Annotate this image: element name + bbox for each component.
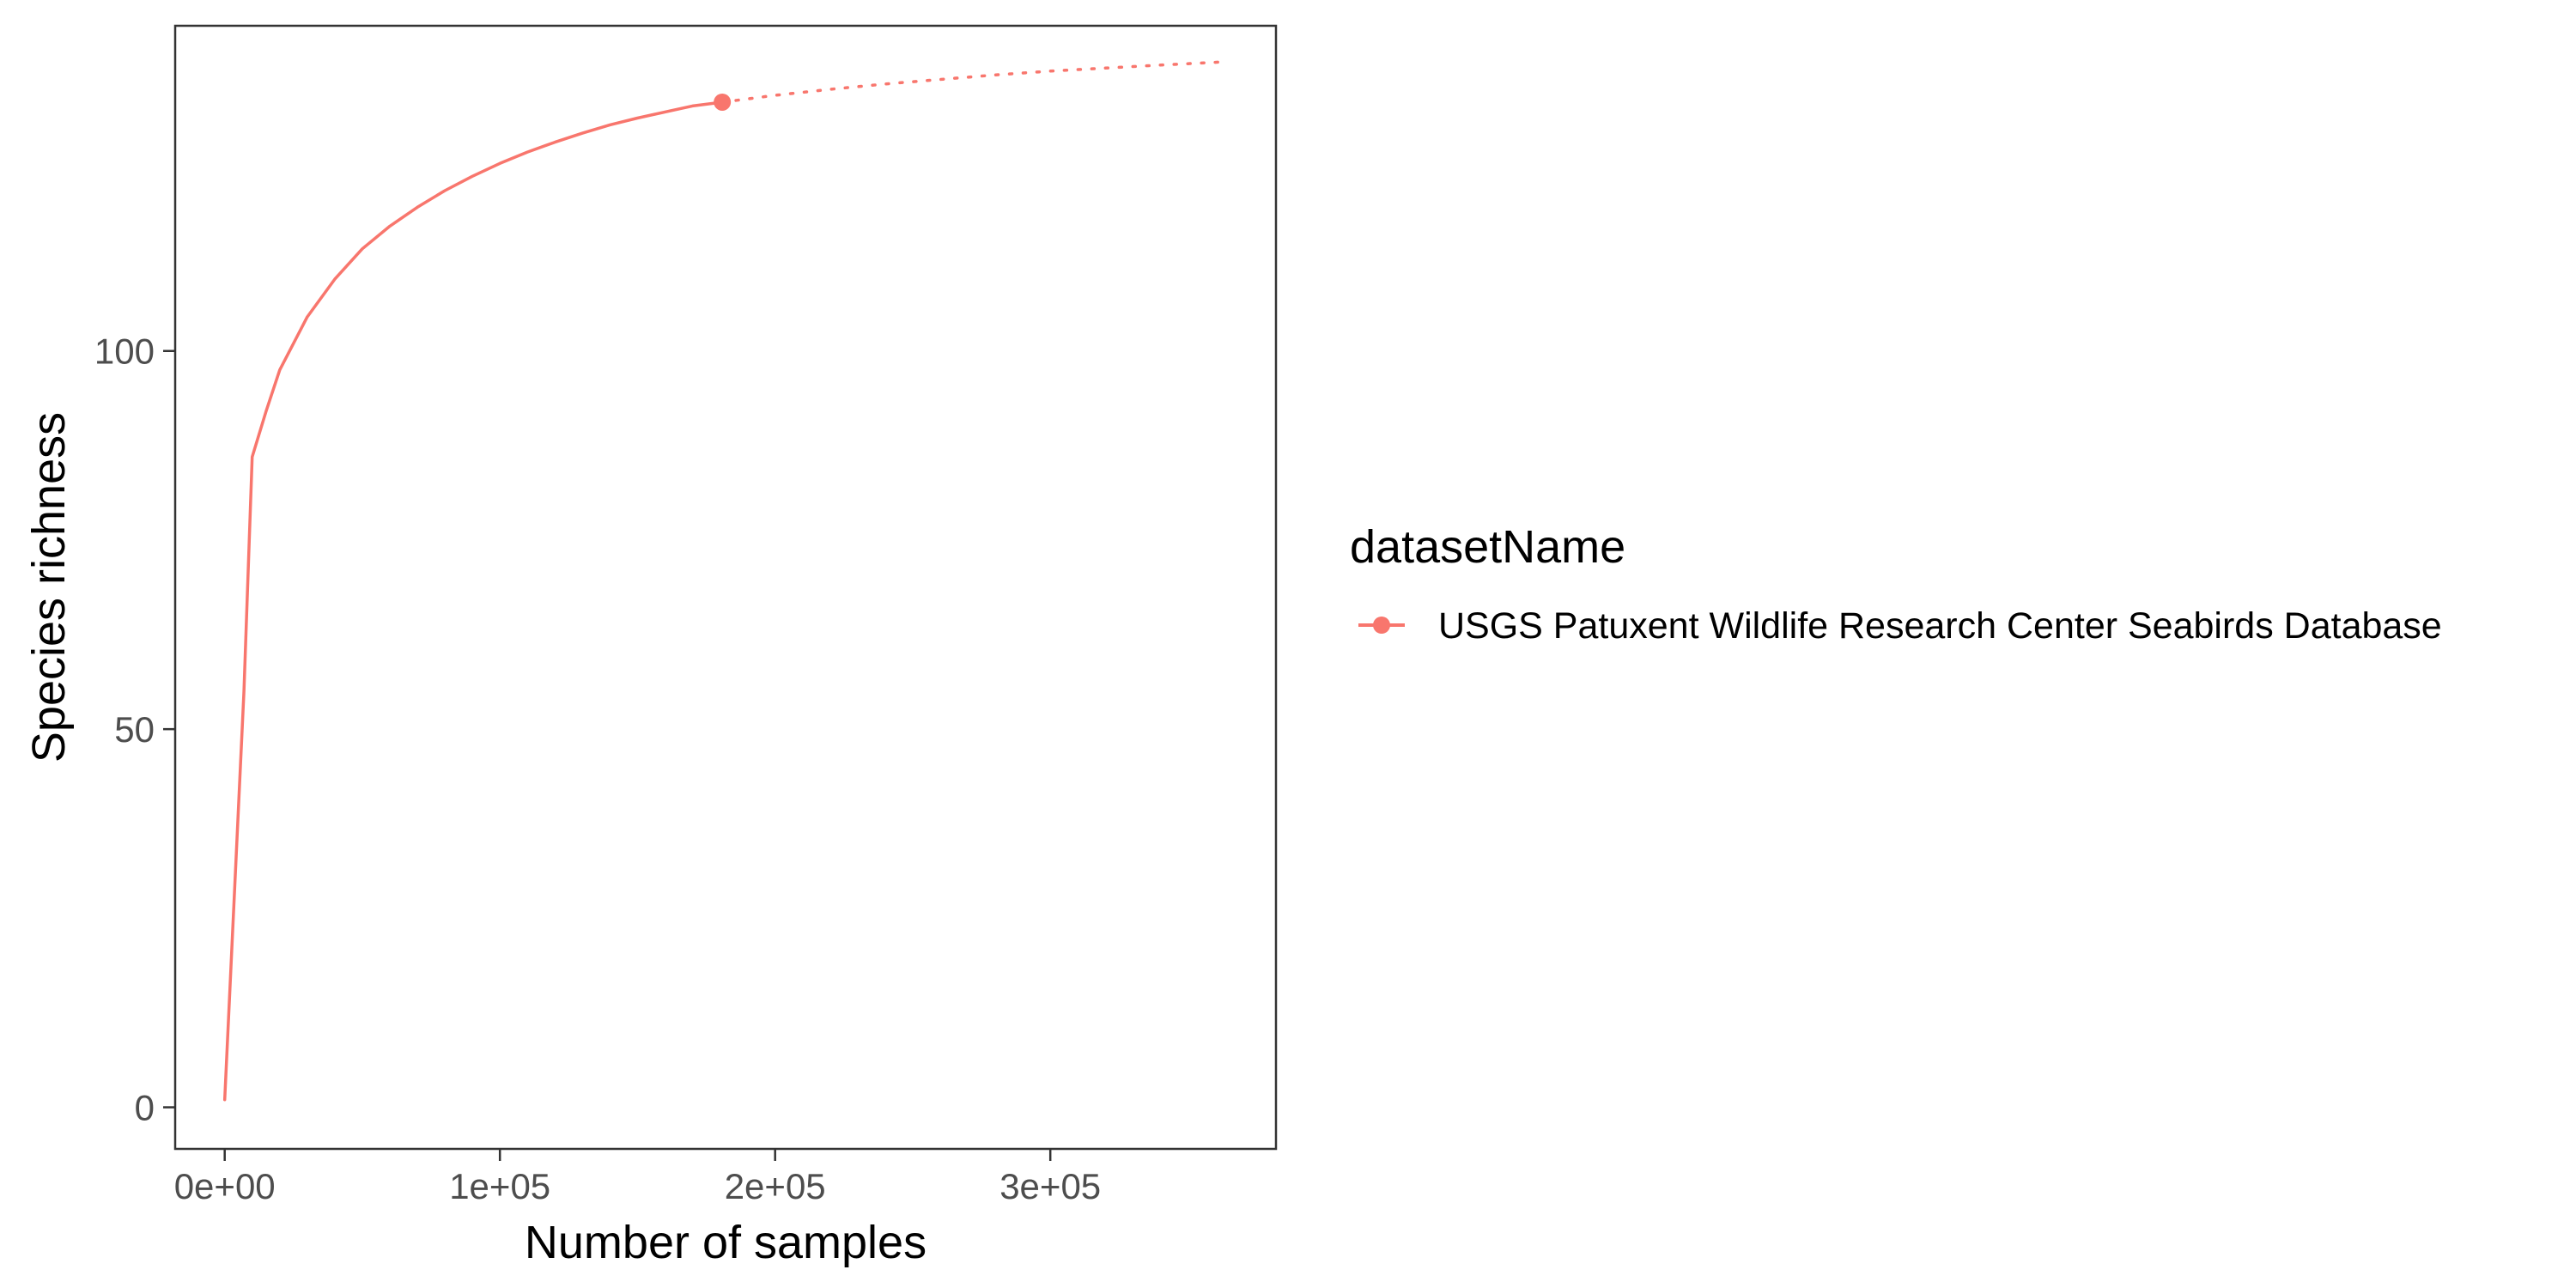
x-tick-label: 3e+05 (999, 1166, 1101, 1206)
data-layer (222, 60, 1222, 1102)
x-tick-label: 1e+05 (449, 1166, 550, 1206)
plot-panel (173, 24, 1278, 1151)
x-tick-label: 2e+05 (725, 1166, 826, 1206)
legend-key-point (1373, 617, 1390, 634)
series-1-extrapolated-line (720, 60, 1222, 104)
legend-title: datasetName (1350, 521, 1625, 573)
x-axis: 0e+00 1e+05 2e+05 3e+05 (174, 1149, 1101, 1206)
legend: datasetName USGS Patuxent Wildlife Resea… (1350, 521, 2442, 647)
y-tick-label: 100 (94, 331, 155, 372)
plot-area (173, 24, 1278, 1151)
x-axis-title: Number of samples (525, 1217, 927, 1268)
series-1-observed-point (714, 93, 732, 111)
y-axis-title: Species richness (23, 412, 75, 762)
y-tick-label: 50 (114, 709, 155, 750)
series-1-interpolated-line (222, 100, 724, 1102)
x-tick-label: 0e+00 (174, 1166, 276, 1206)
legend-label-series-1: USGS Patuxent Wildlife Research Center S… (1438, 605, 2442, 647)
y-tick-label: 0 (135, 1088, 155, 1128)
y-axis: 0 50 100 (94, 331, 175, 1128)
